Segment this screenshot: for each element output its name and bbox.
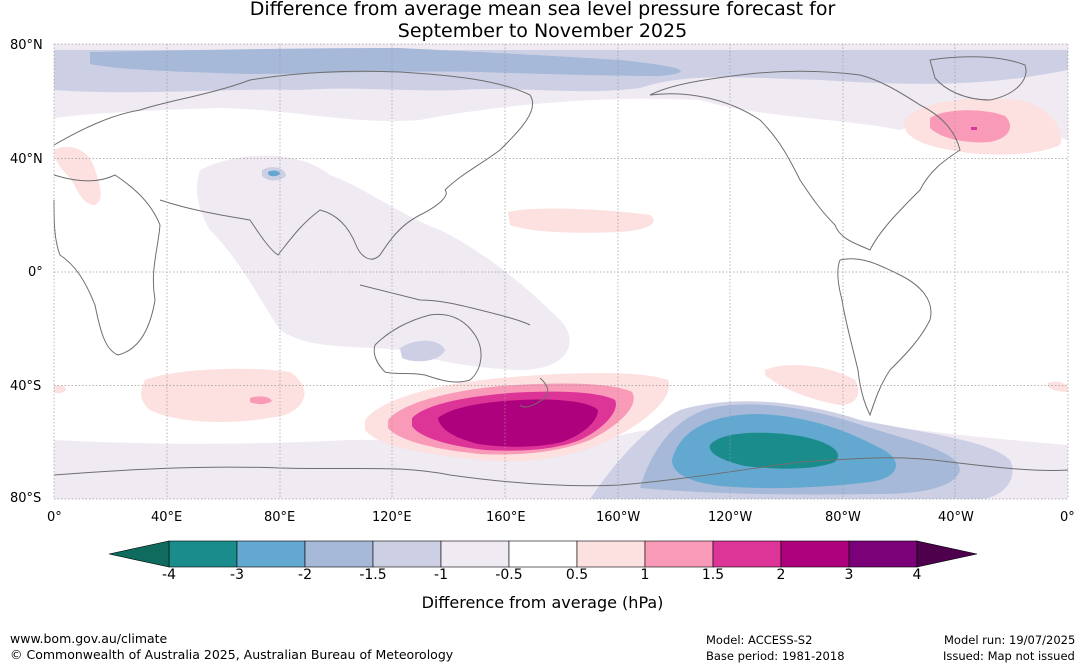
anomaly-north-pacific-positive (508, 208, 654, 233)
lat-label-40n: 40°N (10, 152, 43, 167)
colorbar-tick-label: 0.5 (565, 567, 589, 583)
coast-new-zealand (519, 377, 549, 408)
anomaly-south-indian-mod-positive (250, 396, 272, 405)
lon-label-40w: 40°W (938, 510, 974, 525)
anomaly-south-indian-weak-positive (141, 368, 305, 422)
anomaly-tasman-core-positive (438, 399, 598, 447)
anomaly-central-asia-strong (268, 170, 280, 177)
colorbar-segment (440, 540, 510, 568)
colorbar-segment (780, 540, 850, 568)
colorbar-tick-label: -1.5 (359, 567, 387, 583)
colorbar-segment (848, 540, 918, 568)
colorbar-tick-label: -2 (298, 567, 312, 583)
footer-base-period: Base period: 1981-2018 (706, 649, 845, 663)
anomaly-north-strong-negative (90, 48, 681, 76)
colorbar-tick-label: -4 (162, 567, 176, 583)
anomaly-south-atlantic-positive (1048, 381, 1068, 392)
anomaly-asia-weak-negative (197, 155, 570, 370)
lon-label-120w: 120°W (708, 510, 753, 525)
colorbar-segment (644, 540, 714, 568)
coast-antarctica (53, 457, 1069, 487)
colorbar-tick-label: 4 (912, 567, 922, 583)
colorbar-tick-label: 2 (776, 567, 786, 583)
graticule (53, 43, 1069, 500)
colorbar-segment (508, 540, 578, 568)
colorbar-segment (304, 540, 374, 568)
anomaly-australia-mod-negative (400, 340, 445, 362)
lon-label-80e: 80°E (264, 510, 296, 525)
colorbar-low-extend (108, 540, 170, 568)
anomaly-south-pacific-deepest-negative (709, 432, 839, 469)
colorbar-high-extend (916, 540, 978, 568)
lat-label-80n: 80°N (10, 38, 43, 53)
colorbar-tick-label: 3 (844, 567, 854, 583)
coast-greenland (929, 56, 1027, 101)
lat-label-40s: 40°S (10, 379, 42, 394)
coastlines (53, 56, 1069, 487)
footer-model-run: Model run: 19/07/2025 (944, 633, 1076, 647)
map-title-line1: Difference from average mean sea level p… (249, 0, 836, 20)
colorbar-segment (168, 540, 238, 568)
colorbar-segment (712, 540, 782, 568)
anomaly-south-america-positive (765, 365, 859, 405)
colorbar (108, 540, 978, 568)
lon-label-160w: 160°W (596, 510, 641, 525)
footer-issued: Issued: Map not issued (943, 649, 1075, 663)
footer-copyright: © Commonwealth of Australia 2025, Austra… (10, 647, 454, 662)
anomaly-fields (54, 44, 1068, 499)
map-title-line2: September to November 2025 (397, 20, 688, 42)
coast-north-america (649, 70, 961, 251)
coast-south-asia (159, 189, 447, 260)
coast-eurasia-north (53, 70, 534, 191)
lon-label-80w: 80°W (825, 510, 861, 525)
lon-label-0-left: 0° (47, 510, 62, 525)
colorbar-segment (576, 540, 646, 568)
coast-australia (373, 313, 482, 383)
lon-label-160e: 160°E (486, 510, 526, 525)
lat-label-equator: 0° (28, 265, 43, 280)
lon-label-120e: 120°E (372, 510, 412, 525)
anomaly-mediterranean-positive (54, 146, 101, 205)
coast-south-america (837, 258, 932, 417)
anomaly-atlantic-mod-positive (930, 110, 1010, 143)
colorbar-tick-label: -3 (230, 567, 244, 583)
colorbar-tick-label: 1 (640, 567, 650, 583)
lat-label-80s: 80°S (10, 491, 42, 506)
colorbar-tick-label: -0.5 (495, 567, 523, 583)
colorbar-tick-label: -1 (434, 567, 448, 583)
anomaly-atlantic-core-positive (971, 127, 977, 130)
colorbar-tick-label: 1.5 (701, 567, 725, 583)
lon-label-0-right: 0° (1060, 510, 1075, 525)
coast-africa (53, 174, 161, 356)
colorbar-segment (372, 540, 442, 568)
footer-model: Model: ACCESS-S2 (706, 633, 813, 647)
coast-indonesia (359, 284, 531, 326)
colorbar-label: Difference from average (hPa) (421, 593, 664, 612)
lon-label-40e: 40°E (151, 510, 183, 525)
anomaly-west-africa-positive (54, 385, 66, 394)
colorbar-segment (236, 540, 306, 568)
footer-website[interactable]: www.bom.gov.au/climate (10, 631, 168, 646)
